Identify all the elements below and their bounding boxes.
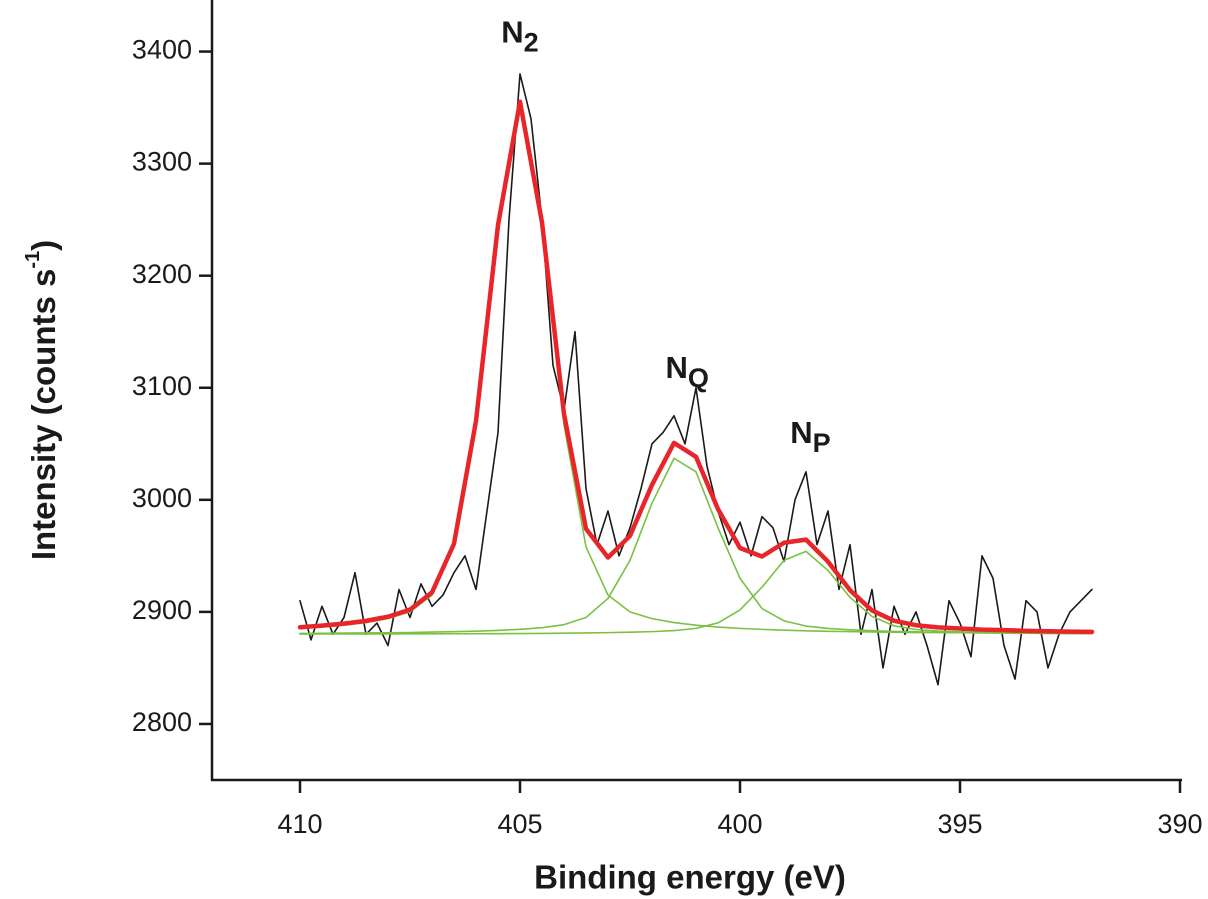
y-axis-title: Intensity (counts s-1) [22,240,61,560]
peak-label-text: N [790,415,812,450]
peak-label-sub: Q [688,363,709,393]
x-axis-title: Binding energy (eV) [534,859,846,896]
series-line [299,550,1093,635]
y-tick-label: 2900 [132,595,192,625]
peak-label-sub: 2 [524,28,539,58]
y-tick-label: 3300 [132,147,192,177]
series-line [297,99,1095,635]
peak-label: NQ [665,350,708,393]
peak-label: N2 [501,15,538,58]
y-tick-label: 3400 [132,35,192,65]
peak-label-text: N [501,15,523,50]
peak-label-text: N [665,350,687,385]
x-tick-label: 400 [717,809,762,839]
series-line [299,457,1093,635]
peak-label-sub: P [813,428,831,458]
x-tick-label: 395 [937,809,982,839]
series-line [299,73,1093,686]
y-tick-label: 2800 [132,707,192,737]
y-title-text: Intensity (counts s [25,269,62,561]
x-tick-label: 410 [277,809,322,839]
x-tick-label: 390 [1157,809,1202,839]
y-title-end: ) [25,240,62,251]
y-tick-label: 3200 [132,259,192,289]
y-tick-label: 3100 [132,371,192,401]
y-title-sup: -1 [22,251,44,269]
x-tick-label: 405 [497,809,542,839]
peak-label: NP [790,415,830,458]
y-tick-label: 3000 [132,483,192,513]
